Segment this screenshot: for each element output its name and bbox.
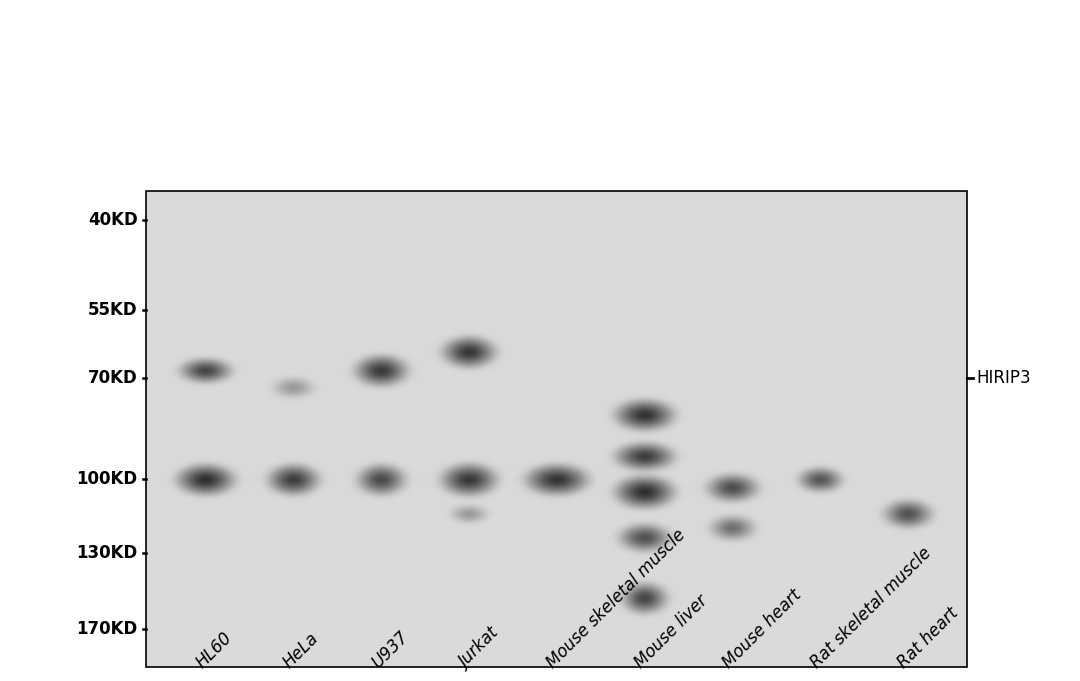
Text: Rat skeletal muscle: Rat skeletal muscle: [807, 544, 934, 672]
Text: HeLa: HeLa: [280, 629, 323, 672]
Text: 130KD: 130KD: [77, 544, 137, 562]
Text: 100KD: 100KD: [77, 470, 137, 488]
Text: 70KD: 70KD: [87, 369, 137, 387]
Text: 170KD: 170KD: [77, 620, 137, 637]
Text: U937: U937: [368, 629, 411, 672]
Text: Mouse liver: Mouse liver: [631, 592, 712, 672]
Text: 55KD: 55KD: [87, 301, 137, 319]
Text: Mouse heart: Mouse heart: [719, 586, 805, 672]
Text: HL60: HL60: [192, 629, 235, 672]
Text: 40KD: 40KD: [87, 211, 137, 229]
Text: Mouse skeletal muscle: Mouse skeletal muscle: [543, 526, 689, 672]
Text: HIRIP3: HIRIP3: [976, 369, 1031, 387]
Text: Jurkat: Jurkat: [456, 625, 503, 672]
Text: Rat heart: Rat heart: [894, 604, 962, 672]
